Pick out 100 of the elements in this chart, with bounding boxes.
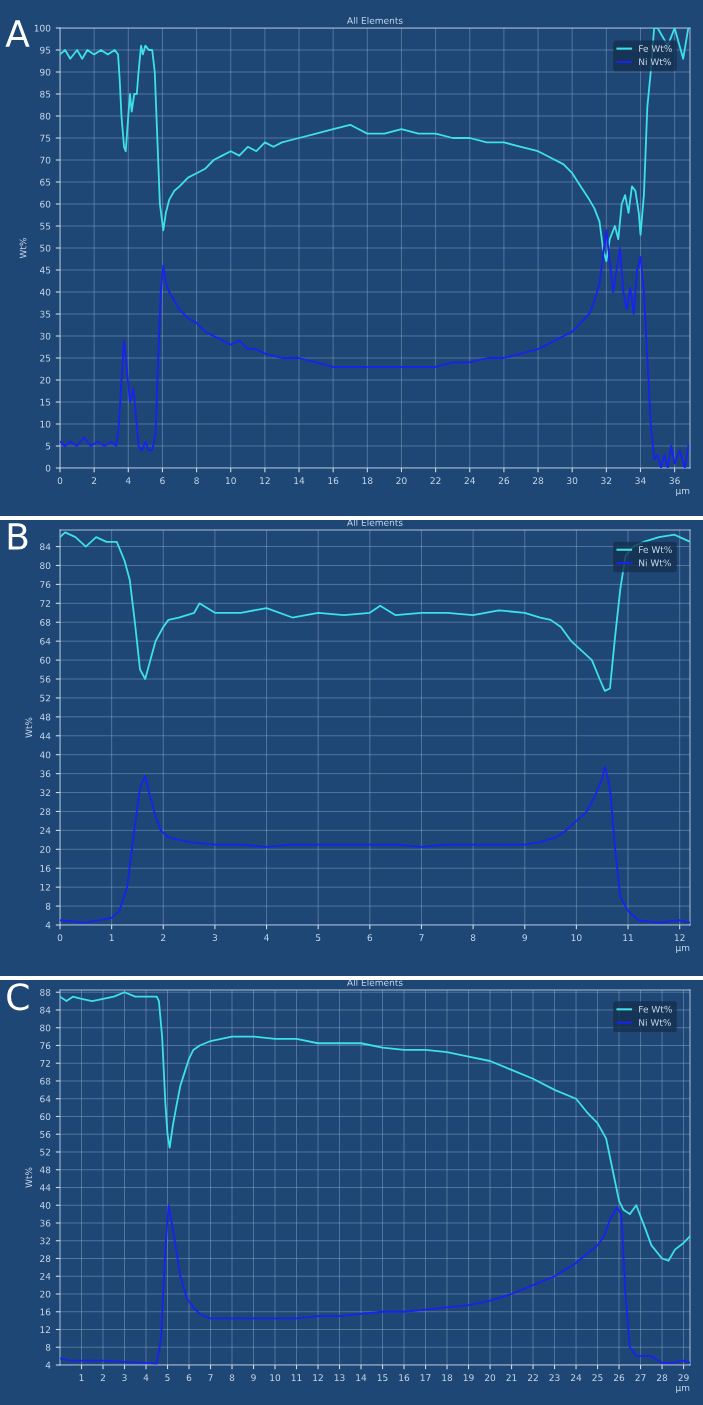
chart-title: All Elements	[347, 16, 403, 24]
x-tick-label: 10	[571, 934, 582, 942]
y-tick-label: 75	[40, 134, 51, 142]
y-tick-label: 16	[40, 864, 51, 872]
y-tick-label: 80	[40, 112, 51, 120]
x-tick-label: 27	[635, 1374, 646, 1381]
y-tick-label: 55	[40, 222, 51, 230]
y-tick-label: 40	[39, 1201, 51, 1209]
x-tick-label: 26	[613, 1374, 625, 1382]
legend-label: Fe Wt%	[639, 546, 672, 554]
x-tick-label: 14	[356, 1374, 367, 1381]
y-tick-label: 84	[40, 543, 51, 551]
x-tick-label: 12	[260, 477, 270, 484]
x-tick-label: 22	[527, 1374, 538, 1381]
legend-label: Fe Wt%	[639, 45, 672, 52]
y-tick-label: 60	[40, 656, 51, 664]
y-tick-label: 10	[40, 420, 51, 428]
y-tick-label: 84	[40, 1006, 51, 1014]
y-axis-title: Wt%	[19, 237, 27, 259]
y-tick-label: 36	[40, 770, 51, 778]
x-tick-label: 6	[367, 934, 373, 942]
x-tick-label: 1	[109, 934, 114, 941]
x-tick-label: 9	[251, 1374, 256, 1382]
y-tick-label: 0	[45, 464, 51, 472]
y-tick-label: 36	[40, 1219, 51, 1227]
x-tick-label: 2	[161, 934, 166, 941]
x-tick-label: 0	[57, 934, 63, 942]
y-tick-label: 65	[40, 178, 51, 186]
x-tick-label: 22	[430, 477, 441, 484]
y-tick-label: 44	[39, 1184, 51, 1191]
x-tick-label: 16	[328, 477, 339, 485]
y-axis-title: Wt%	[25, 1167, 33, 1188]
y-tick-label: 95	[40, 46, 51, 54]
x-tick-label: 11	[623, 934, 633, 941]
y-tick-label: 32	[40, 789, 51, 797]
y-tick-label: 72	[40, 600, 51, 607]
x-tick-label: 9	[522, 934, 527, 942]
y-tick-label: 44	[39, 732, 51, 740]
x-tick-label: 8	[470, 934, 476, 942]
legend-label: Ni Wt%	[639, 559, 671, 567]
x-tick-label: 20	[484, 1374, 496, 1382]
text: C	[7, 983, 29, 1011]
text: A	[5, 20, 30, 47]
y-tick-label: 64	[40, 1095, 51, 1103]
x-tick-label: 3	[122, 1374, 127, 1382]
x-axis-title: µm	[676, 1385, 690, 1393]
x-tick-label: 4	[125, 477, 131, 484]
y-tick-label: 76	[40, 581, 51, 588]
y-tick-label: 8	[45, 1343, 51, 1351]
x-tick-label: 2	[100, 1374, 105, 1381]
x-tick-label: 5	[165, 1374, 170, 1382]
y-tick-label: 50	[40, 244, 51, 252]
y-tick-label: 4	[45, 1361, 51, 1369]
y-tick-label: 28	[40, 1255, 51, 1263]
x-tick-label: 24	[464, 477, 475, 484]
y-tick-label: 40	[39, 751, 51, 759]
text: B	[8, 523, 28, 550]
x-tick-label: 7	[208, 1374, 213, 1381]
x-tick-label: 17	[420, 1374, 431, 1381]
y-tick-label: 80	[40, 1024, 51, 1032]
y-tick-label: 20	[40, 376, 51, 384]
x-tick-label: 3	[212, 934, 218, 942]
y-tick-label: 52	[40, 694, 51, 702]
x-tick-label: 4	[143, 1374, 149, 1381]
x-tick-label: 25	[592, 1374, 603, 1382]
y-tick-label: 45	[39, 266, 51, 274]
x-tick-label: 5	[316, 934, 321, 942]
y-tick-label: 8	[45, 902, 51, 910]
x-tick-label: 12	[674, 934, 685, 941]
x-tick-label: 20	[396, 477, 407, 485]
y-tick-label: 100	[34, 24, 51, 32]
x-tick-label: 21	[506, 1374, 517, 1381]
x-tick-label: 8	[229, 1374, 235, 1382]
x-tick-label: 16	[399, 1374, 410, 1382]
y-tick-label: 48	[39, 1166, 51, 1174]
legend-label: Fe Wt%	[639, 1005, 672, 1013]
y-tick-label: 12	[40, 883, 51, 891]
y-tick-label: 56	[40, 675, 51, 683]
x-axis-title: µm	[676, 945, 690, 953]
y-tick-label: 90	[40, 68, 51, 76]
x-tick-label: 10	[225, 477, 236, 485]
y-tick-label: 4	[45, 921, 51, 929]
y-tick-label: 64	[40, 637, 51, 645]
x-tick-label: 36	[669, 477, 680, 485]
x-tick-label: 7	[419, 934, 424, 941]
x-axis-title: µm	[676, 488, 690, 496]
x-tick-label: 12	[313, 1374, 323, 1381]
x-tick-label: 26	[498, 477, 510, 485]
y-tick-label: 25	[40, 354, 51, 362]
x-tick-label: 10	[270, 1374, 281, 1382]
y-tick-label: 68	[40, 618, 51, 626]
x-tick-label: 14	[294, 477, 305, 484]
y-tick-label: 68	[40, 1077, 51, 1085]
x-tick-label: 6	[186, 1374, 192, 1382]
x-tick-label: 30	[567, 477, 578, 485]
y-tick-label: 15	[40, 398, 51, 406]
x-tick-label: 32	[601, 477, 612, 485]
x-tick-label: 13	[334, 1374, 345, 1382]
y-tick-label: 30	[40, 332, 51, 340]
x-tick-label: 15	[377, 1374, 388, 1382]
